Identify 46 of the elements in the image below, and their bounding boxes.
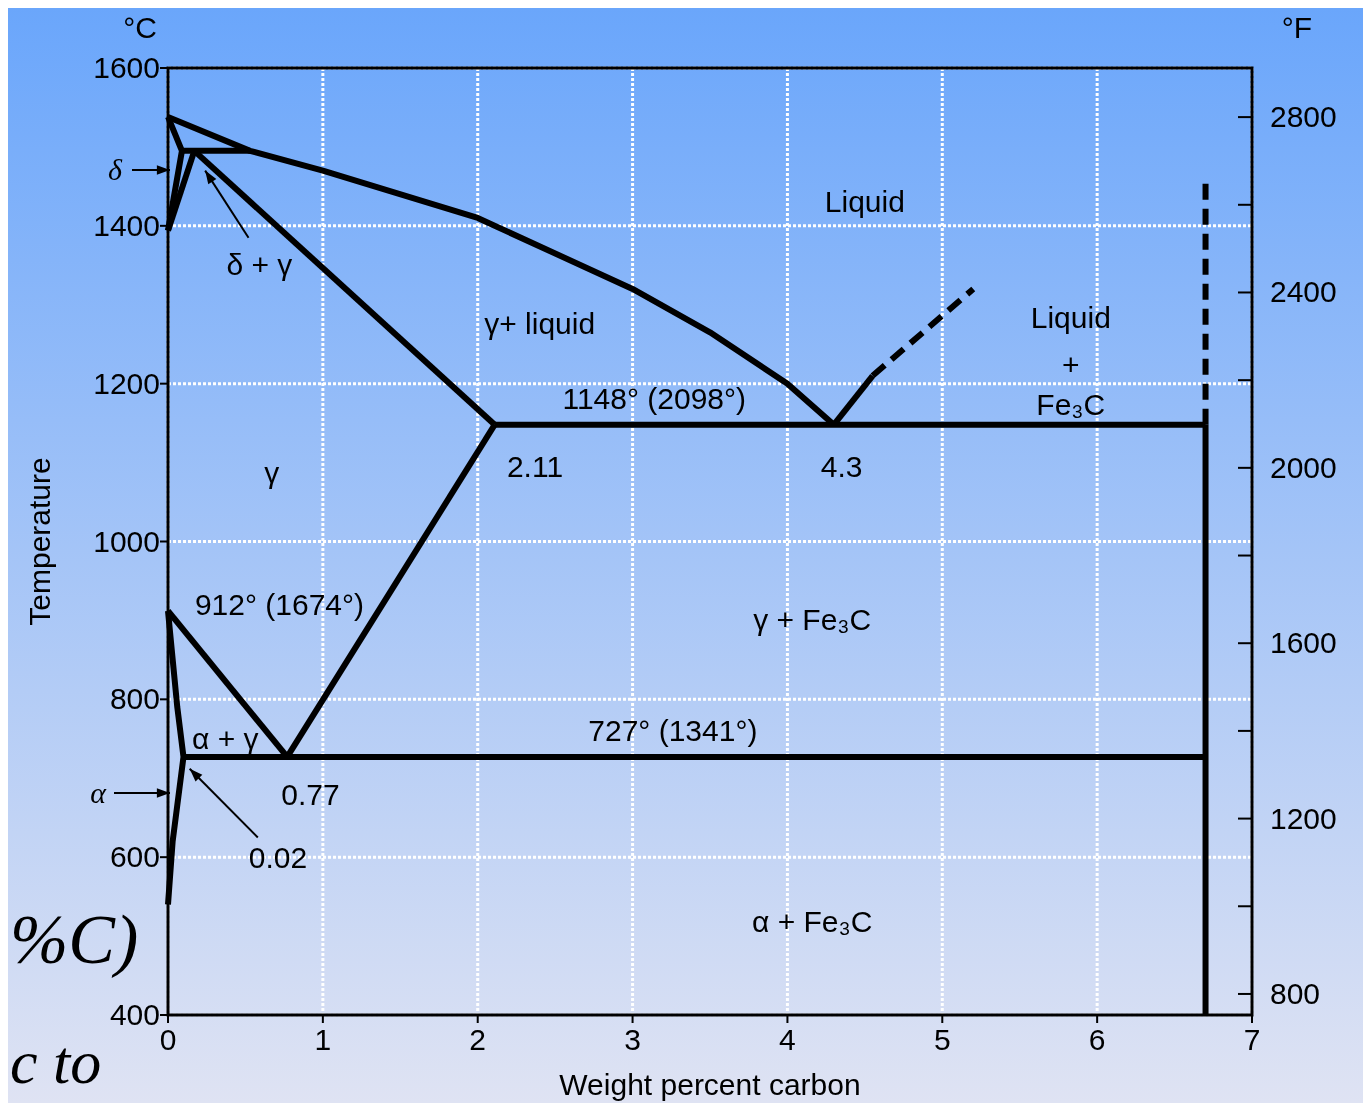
annotation: 4.3 [820, 450, 863, 484]
annotation: γ + Fe₃C [753, 603, 872, 637]
text: δ [108, 153, 124, 186]
y-tick-label: 1400 [93, 208, 160, 242]
annotation: γ+ liquid [484, 307, 596, 341]
annotation: Liquid [824, 185, 905, 219]
annotation: 0.02 [248, 840, 308, 874]
annotation: α + γ [192, 721, 259, 755]
y-tick-label: 1000 [93, 524, 160, 558]
text: c to [10, 1028, 102, 1096]
x-tick-label: 6 [1088, 1023, 1106, 1056]
y2-tick-label: 800 [1270, 976, 1321, 1010]
x-tick-label: 4 [779, 1023, 796, 1056]
x-tick-label: 2 [469, 1023, 487, 1056]
y-tick-label: 600 [109, 840, 160, 874]
y2-tick-label: 2000 [1270, 450, 1337, 484]
annotation: 0.77 [281, 777, 340, 811]
text: %C) [10, 901, 139, 978]
y-tick-label: 1200 [93, 366, 160, 400]
y-tick-label: 400 [109, 998, 160, 1031]
x-tick-label: 1 [314, 1023, 332, 1056]
y-tick-label: 1600 [93, 51, 160, 84]
x-tick-label: 3 [624, 1023, 641, 1056]
annotation: Liquid [1030, 301, 1111, 335]
annotation: 2.11 [506, 450, 564, 484]
annotation: α + Fe₃C [751, 904, 873, 938]
text: °C [123, 11, 157, 44]
y2-tick-label: 1600 [1270, 626, 1337, 660]
x-tick-label: 0 [159, 1023, 177, 1056]
annotation: 1148° (2098°) [562, 382, 747, 416]
text: α [90, 776, 108, 809]
y2-tick-label: 2400 [1270, 275, 1337, 309]
y2-axis-title: °F [1281, 11, 1313, 44]
annotation: 727° (1341°) [588, 713, 758, 747]
y-tick-label: 800 [109, 682, 160, 716]
x-tick-label: 5 [933, 1023, 951, 1056]
x-tick-label: 7 [1243, 1023, 1261, 1056]
annotation: δ + γ [226, 248, 293, 282]
annotation: γ [264, 455, 280, 489]
annotation: Fe₃C [1036, 387, 1106, 421]
x-axis-title: Weight percent carbon [559, 1068, 861, 1101]
y-axis-title: Temperature [23, 457, 56, 626]
annotation: + [1062, 347, 1080, 381]
y2-tick-label: 2800 [1270, 100, 1337, 134]
annotation: 912° (1674°) [194, 587, 365, 621]
y2-tick-label: 1200 [1270, 801, 1337, 835]
